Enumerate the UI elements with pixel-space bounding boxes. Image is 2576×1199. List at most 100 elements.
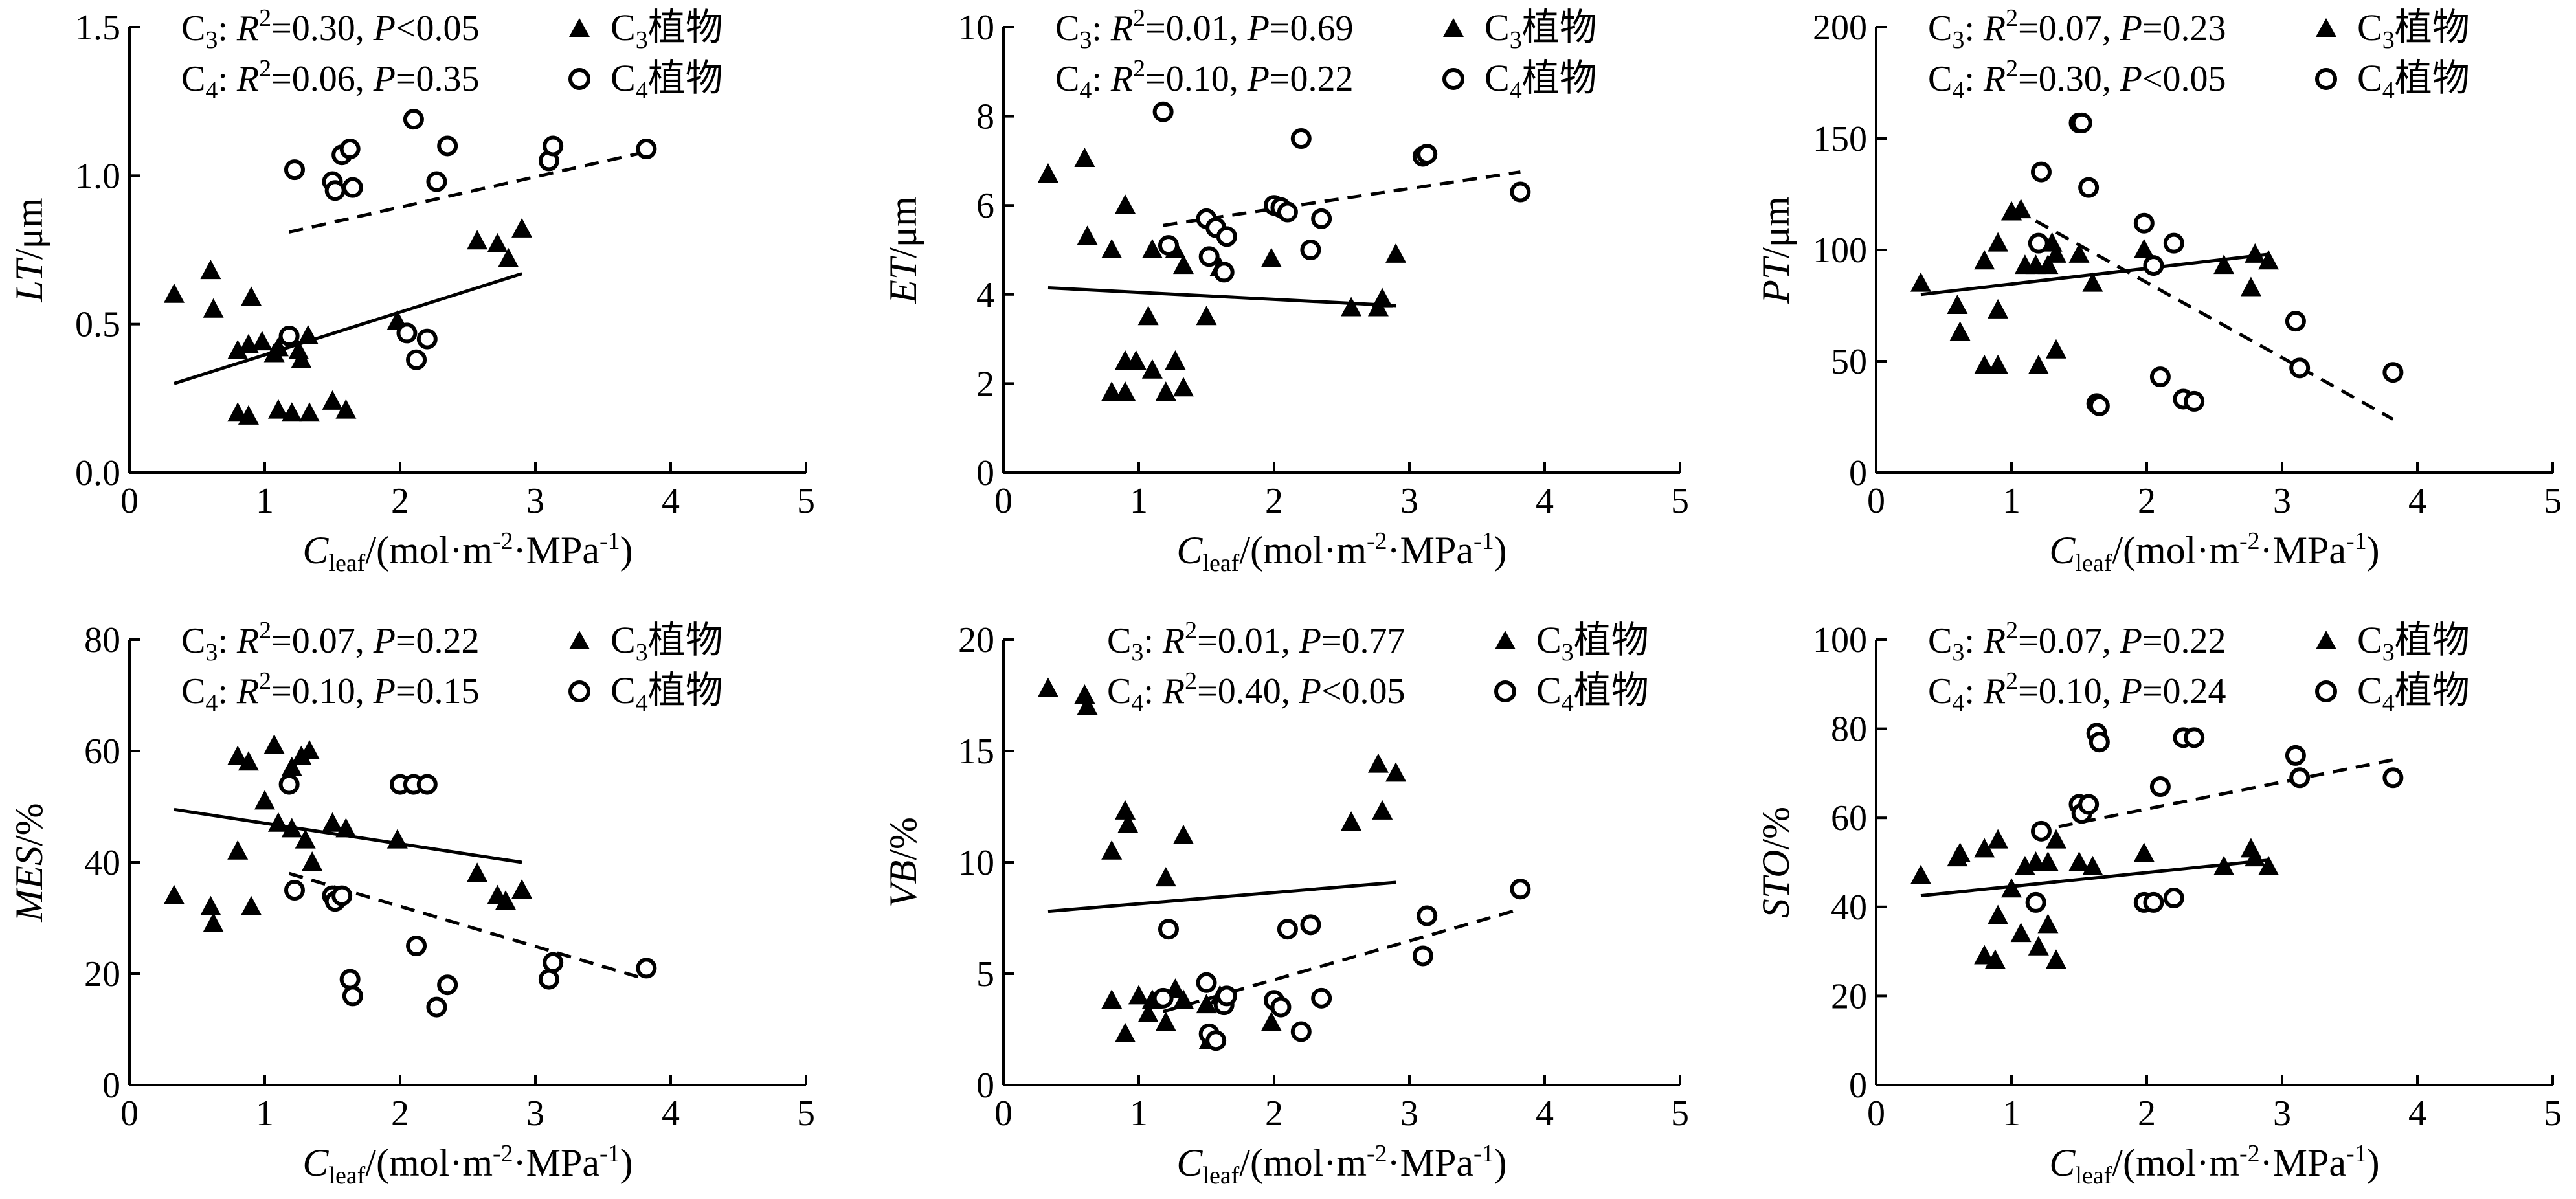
- data-point-circle: [1412, 945, 1433, 967]
- data-point-triangle: [1974, 354, 1995, 374]
- x-tick-label: 0: [1867, 481, 1885, 521]
- legend-circle-icon: [1442, 68, 1464, 90]
- data-point-triangle: [1196, 306, 1217, 326]
- data-point-circle: [2163, 888, 2184, 909]
- x-axis-label: Cleaf/(mol·m-2·MPa-1): [1176, 1140, 1506, 1189]
- x-axis-label: Cleaf/(mol·m-2·MPa-1): [302, 1140, 633, 1189]
- data-point-triangle: [2245, 243, 2266, 263]
- stat-annotation: C3: R2=0.07, P=0.23: [1928, 5, 2226, 54]
- x-tick-label: 0: [994, 481, 1013, 521]
- legend-label: C4植物: [1536, 669, 1649, 717]
- data-point-circle: [406, 936, 427, 956]
- data-point-circle: [2289, 357, 2311, 379]
- x-tick-label: 2: [391, 1093, 409, 1134]
- data-point-triangle: [2045, 243, 2066, 263]
- legend-triangle-icon: [1495, 631, 1516, 649]
- data-point-circle: [2089, 732, 2110, 753]
- y-axis-label: PT/μm: [1754, 196, 1797, 304]
- data-point-triangle: [1341, 811, 1362, 831]
- x-tick-label: 2: [391, 481, 409, 521]
- data-point-triangle: [263, 734, 285, 754]
- x-tick-label: 2: [1265, 481, 1283, 521]
- data-point-triangle: [2045, 949, 2066, 969]
- data-point-circle: [1216, 226, 1237, 247]
- data-point-triangle: [1141, 239, 1163, 258]
- data-point-triangle: [1988, 904, 2009, 924]
- data-point-circle: [2089, 395, 2110, 416]
- y-tick-label: 80: [1831, 710, 1867, 750]
- data-point-circle: [1290, 1021, 1312, 1042]
- data-point-triangle: [2010, 923, 2032, 943]
- stat-annotation: C3: R2=0.01, P=0.69: [1055, 5, 1354, 54]
- panel-lt: 0 1 2 3 4 5 0.0 0.5 1.0 1.5 Cleaf/(mol·m-2·MPa-1) L…: [8, 5, 815, 577]
- x-tick-label: 1: [2002, 481, 2021, 521]
- x-tick-label: 1: [1130, 1093, 1148, 1134]
- data-point-triangle: [2258, 855, 2279, 875]
- fit-line-c3: [1920, 252, 2269, 297]
- data-point-circle: [1300, 914, 1321, 936]
- data-point-circle: [2030, 161, 2052, 183]
- data-point-triangle: [2245, 847, 2266, 867]
- x-tick-label: 2: [2138, 481, 2156, 521]
- data-point-circle: [1196, 972, 1217, 993]
- data-point-triangle: [2213, 254, 2235, 275]
- data-point-circle: [1311, 208, 1332, 229]
- legend-triangle-icon: [569, 631, 590, 649]
- x-tick-label: 0: [1867, 1093, 1885, 1134]
- data-point-circle: [2289, 767, 2311, 789]
- y-tick-label: 0: [1849, 1066, 1867, 1106]
- data-point-circle: [1216, 985, 1237, 1007]
- legend-label: C4植物: [2357, 669, 2470, 717]
- data-point-triangle: [1101, 381, 1123, 401]
- data-point-triangle: [2037, 851, 2059, 871]
- legend-triangle-icon: [2316, 631, 2336, 649]
- data-point-triangle: [2068, 851, 2090, 871]
- legend-circle-icon: [568, 680, 590, 702]
- stat-annotation: C3: R2=0.07, P=0.22: [181, 617, 480, 666]
- series-c4: [2028, 112, 2404, 421]
- data-point-triangle: [200, 895, 221, 915]
- x-axis-label: Cleaf/(mol·m-2·MPa-1): [2049, 528, 2379, 577]
- data-point-triangle: [227, 339, 249, 359]
- y-axis-label: MES/%: [8, 803, 50, 922]
- data-point-circle: [2382, 767, 2404, 789]
- data-point-triangle: [1172, 377, 1194, 397]
- fit-line-c4: [1162, 907, 1521, 1013]
- legend-circle-icon: [2315, 68, 2337, 90]
- series-c4: [1152, 879, 1531, 1051]
- data-point-circle: [2143, 255, 2164, 276]
- data-point-triangle: [2082, 855, 2103, 875]
- legend-label: C3植物: [2357, 6, 2470, 54]
- data-point-triangle: [1037, 677, 1058, 697]
- legend-circle-icon: [1494, 680, 1516, 702]
- data-point-triangle: [1196, 994, 1217, 1014]
- y-tick-label: 1.5: [75, 8, 120, 48]
- data-point-triangle: [1988, 829, 2009, 849]
- data-point-triangle: [1260, 1011, 1282, 1031]
- data-point-circle: [2078, 794, 2100, 815]
- data-point-triangle: [2045, 339, 2066, 359]
- data-point-triangle: [2037, 913, 2059, 934]
- legend-label: C4植物: [610, 57, 723, 104]
- data-point-triangle: [241, 895, 262, 915]
- data-point-triangle: [1117, 813, 1139, 833]
- data-point-triangle: [335, 818, 357, 838]
- data-point-triangle: [2258, 250, 2279, 270]
- x-tick-label: 5: [1671, 1093, 1689, 1134]
- data-point-triangle: [1910, 864, 1931, 884]
- data-point-triangle: [1141, 359, 1163, 379]
- data-point-triangle: [203, 912, 224, 932]
- x-tick-label: 5: [797, 1093, 815, 1134]
- x-tick-label: 0: [120, 1093, 139, 1134]
- data-point-circle: [2184, 727, 2205, 748]
- data-point-circle: [1510, 181, 1531, 203]
- data-point-triangle: [1115, 800, 1136, 820]
- data-point-triangle: [2133, 842, 2155, 862]
- stat-annotation: C4: R2=0.06, P=0.35: [181, 55, 480, 104]
- stat-annotation: C4: R2=0.10, P=0.22: [1055, 55, 1354, 104]
- data-point-circle: [538, 969, 559, 990]
- data-point-triangle: [227, 840, 249, 860]
- data-point-triangle: [1077, 695, 1098, 715]
- data-point-circle: [403, 109, 424, 130]
- data-point-triangle: [1115, 381, 1136, 401]
